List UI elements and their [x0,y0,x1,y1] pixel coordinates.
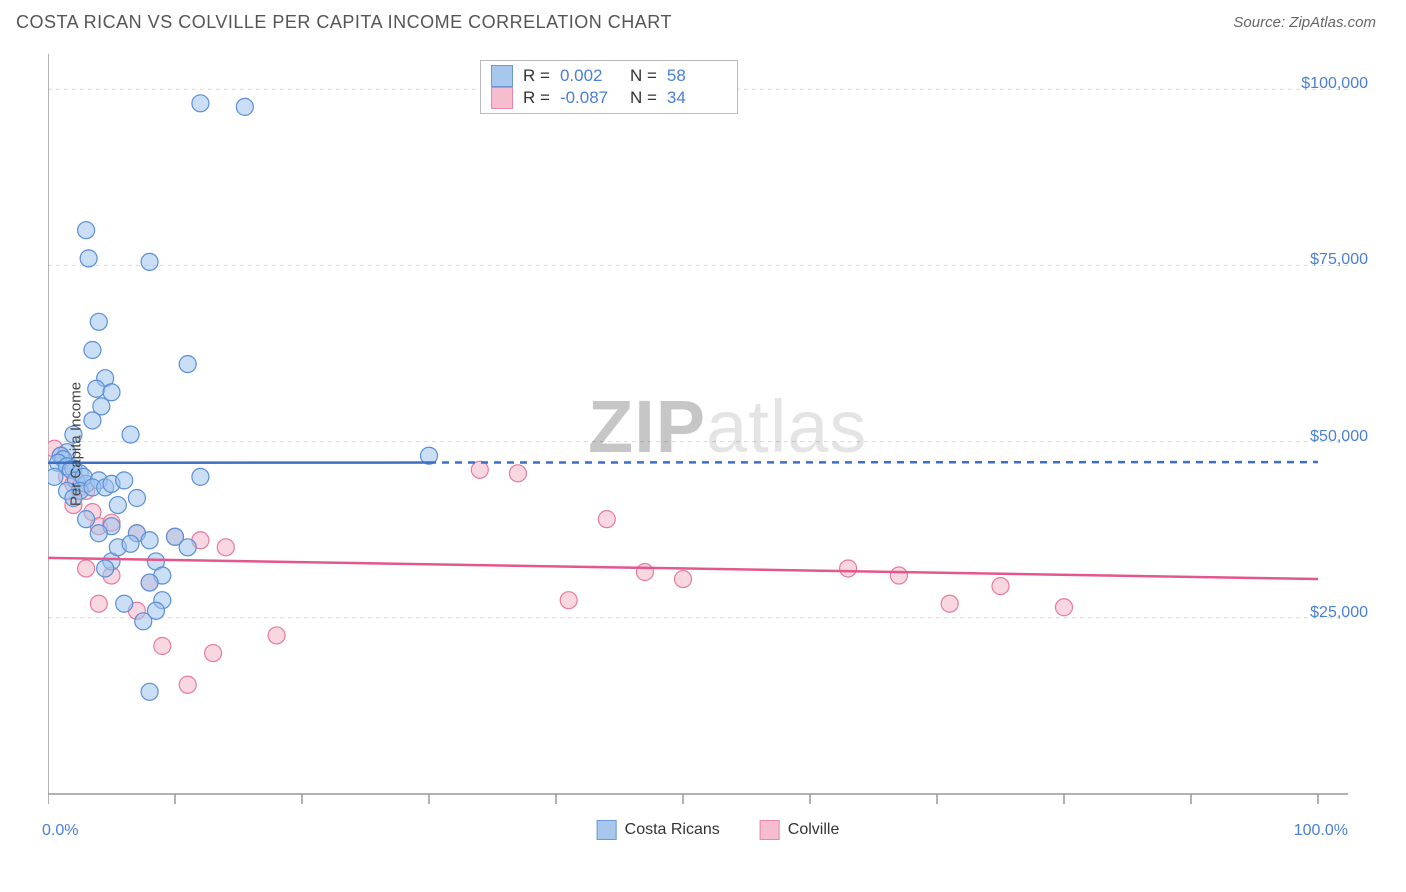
series-legend: Costa Ricans Colville [597,820,840,840]
swatch-pink [491,87,513,109]
y-tick-label: $100,000 [1301,75,1368,93]
x-label-right: 100.0% [1294,822,1348,840]
x-label-left: 0.0% [42,822,78,840]
scatter-chart [48,54,1368,810]
y-tick-label: $25,000 [1310,604,1368,622]
n-value-blue: 58 [667,66,727,86]
legend-item-blue: Costa Ricans [597,820,720,840]
source-name: ZipAtlas.com [1289,14,1376,31]
swatch-pink [760,820,780,840]
y-axis-label: Per Capita Income [68,382,85,506]
source-prefix: Source: [1233,14,1289,31]
n-value-pink: 34 [667,88,727,108]
y-tick-label: $75,000 [1310,251,1368,269]
r-label: R = [523,66,550,86]
chart-title: COSTA RICAN VS COLVILLE PER CAPITA INCOM… [16,12,672,33]
plot-area: Per Capita Income ZIPatlas R = 0.002 N =… [48,54,1388,834]
correlation-legend: R = 0.002 N = 58 R = -0.087 N = 34 [480,60,738,114]
legend-label-blue: Costa Ricans [625,821,720,838]
legend-item-pink: Colville [760,820,840,840]
r-value-blue: 0.002 [560,66,620,86]
swatch-blue [491,65,513,87]
legend-row-blue: R = 0.002 N = 58 [491,65,727,87]
r-value-pink: -0.087 [560,88,620,108]
source-label: Source: ZipAtlas.com [1233,14,1376,31]
legend-row-pink: R = -0.087 N = 34 [491,87,727,109]
legend-label-pink: Colville [788,821,840,838]
y-tick-label: $50,000 [1310,428,1368,446]
r-label: R = [523,88,550,108]
swatch-blue [597,820,617,840]
n-label: N = [630,88,657,108]
n-label: N = [630,66,657,86]
